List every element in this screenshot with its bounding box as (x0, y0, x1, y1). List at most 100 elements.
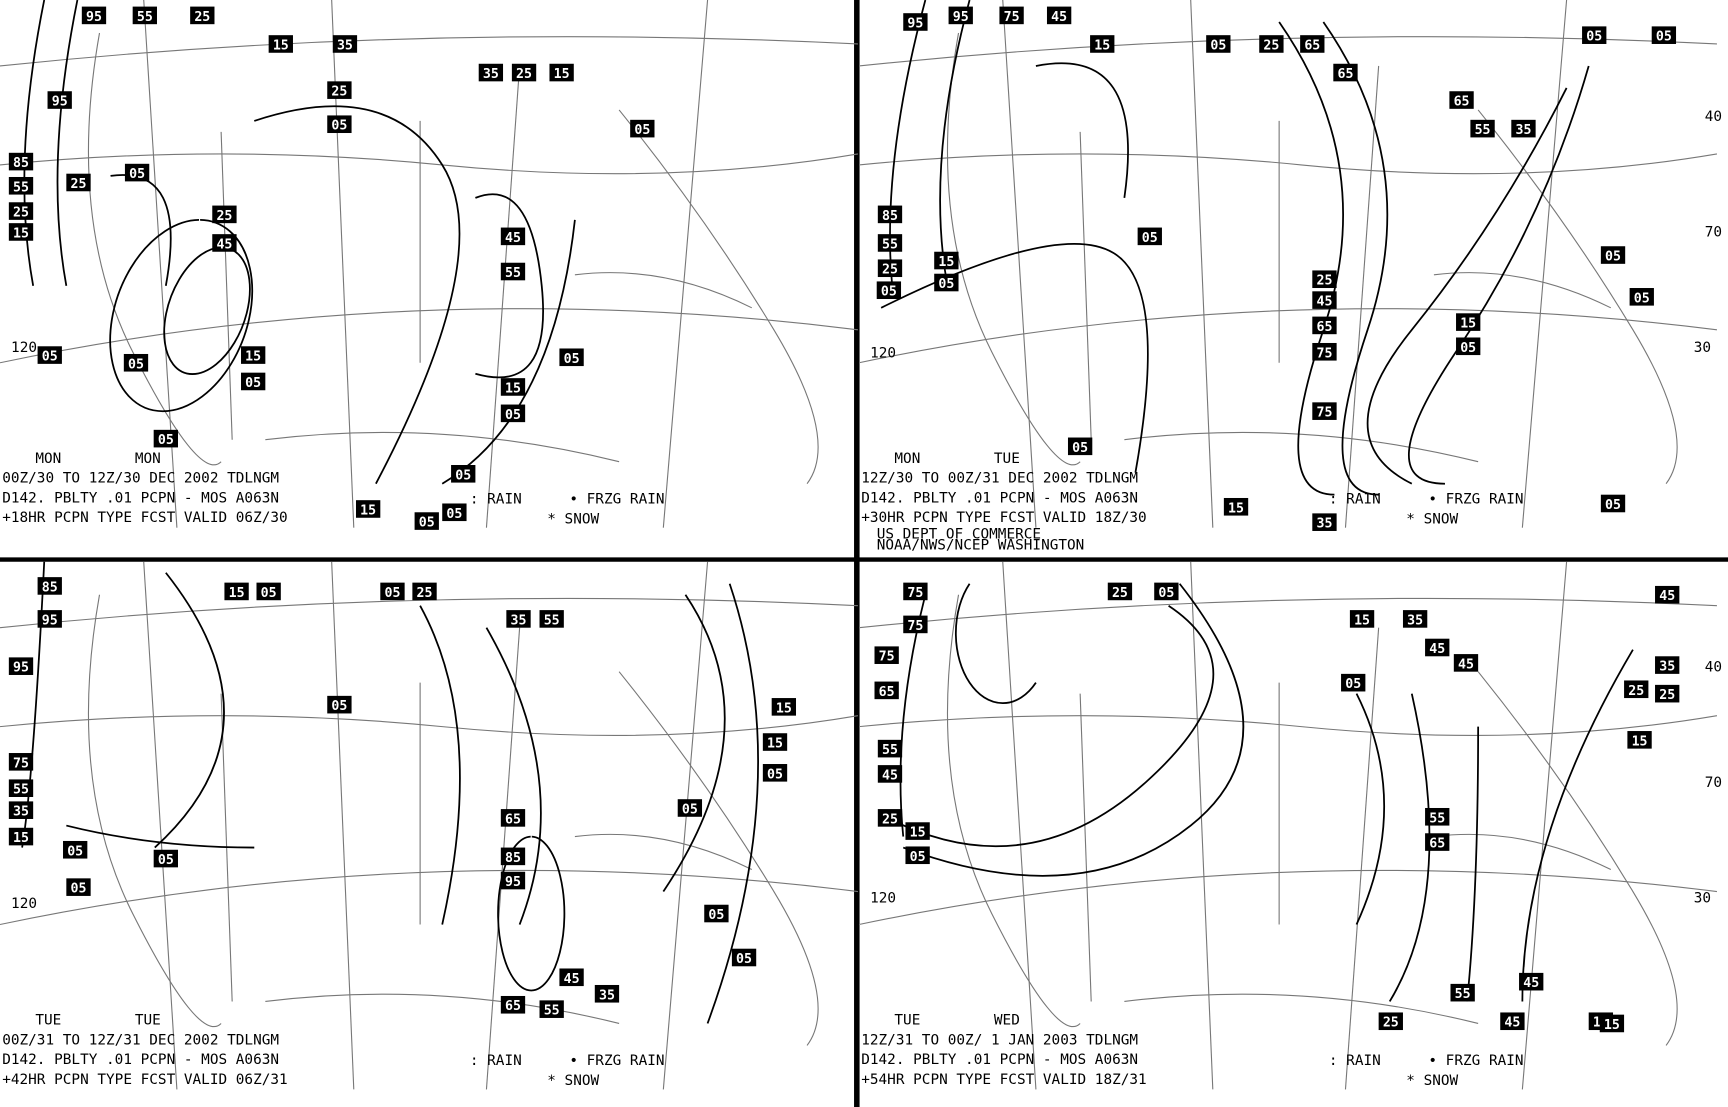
contour-label: 75 (8, 753, 34, 771)
legend-rain: : RAIN (470, 1053, 522, 1069)
contour (1278, 21, 1344, 496)
contour-label: 05 (762, 764, 788, 782)
boundary-line (143, 561, 178, 1090)
contour-label: 95 (81, 6, 107, 25)
label-text: 45 (1316, 295, 1332, 310)
contour-label: 05 (1341, 673, 1366, 692)
contour-label: 25 (1378, 1012, 1403, 1031)
label-box (256, 582, 281, 601)
boundary-line (265, 993, 620, 1024)
label-box (877, 234, 903, 252)
legend-rain: : RAIN (470, 492, 522, 508)
legend-rain: : RAIN (1329, 492, 1381, 508)
contour-label: 35 (332, 35, 358, 53)
label-text: 05 (71, 882, 87, 897)
boundary-line (1477, 109, 1678, 485)
contour-label: 65 (500, 995, 526, 1014)
contour-label: 15 (549, 63, 574, 82)
agency: US DEPT OF COMMERCE (877, 527, 1041, 543)
boundary-line (1344, 627, 1380, 1090)
label-text: 25 (1659, 688, 1675, 703)
label-box (1655, 684, 1680, 703)
contour-label: 05 (123, 353, 149, 372)
contour-label: 15 (1456, 313, 1481, 332)
boundary-line (0, 308, 858, 364)
legend-snow: * SNOW (1406, 1073, 1458, 1089)
contour-label: 75 (999, 6, 1024, 25)
grid-label: 70 (1705, 224, 1722, 240)
label-box (1154, 582, 1179, 601)
label-text: 05 (331, 699, 347, 714)
contour-label: 05 (1600, 494, 1626, 513)
contour (1388, 693, 1431, 1002)
legend-frzg: • FRZG RAIN (1428, 492, 1523, 508)
label-box (1456, 337, 1481, 356)
label-text: 05 (1605, 498, 1621, 513)
label-text: 15 (938, 255, 954, 270)
boundary-line (1521, 561, 1568, 1090)
boundary-line (618, 671, 819, 1046)
label-box (355, 500, 381, 518)
header-line: D142. PBLTY .01 PCPN - MOS A063N (2, 490, 279, 506)
label-text: 95 (505, 875, 521, 890)
contour-label: 05 (380, 582, 405, 601)
contour (1366, 87, 1568, 485)
label-text: 55 (544, 1004, 560, 1019)
contour-label: 05 (905, 846, 930, 865)
boundary-line (1002, 0, 1037, 528)
label-box (500, 262, 526, 281)
label-text: 75 (907, 586, 923, 601)
label-box (212, 205, 237, 224)
contour-label: 05 (1600, 246, 1626, 265)
contour-label: 05 (153, 429, 178, 448)
label-box (559, 968, 584, 987)
label-box (8, 827, 34, 846)
label-box (771, 698, 797, 716)
boundary-line (331, 561, 355, 1090)
label-text: 65 (1454, 95, 1470, 110)
label-text: 45 (1504, 1016, 1520, 1031)
contour-label: 35 (1655, 656, 1680, 675)
day-label: MON (35, 451, 61, 467)
contour-label: 05 (66, 878, 91, 897)
contour (109, 218, 254, 412)
header-line: 00Z/31 TO 12Z/31 DEC 2002 TDLNGM (2, 1032, 279, 1048)
contour-label: 85 (37, 577, 62, 595)
label-text: 35 (483, 67, 499, 82)
label-text: 05 (938, 277, 954, 292)
contour-label: 15 (905, 822, 930, 841)
contour-label: 55 (539, 1000, 564, 1019)
label-text: 05 (564, 352, 580, 367)
label-text: 45 (1458, 657, 1474, 672)
label-box (123, 353, 149, 372)
label-text: 05 (1460, 341, 1476, 356)
label-text: 25 (1112, 586, 1128, 601)
day-label: MON (894, 451, 920, 467)
label-box (500, 227, 526, 246)
contour-label: 05 (1456, 337, 1481, 356)
legend-frzg: • FRZG RAIN (569, 1053, 664, 1069)
contour-label: 15 (1223, 497, 1249, 516)
boundary-line (0, 36, 858, 67)
label-text: 45 (1523, 976, 1539, 991)
label-text: 15 (13, 831, 29, 846)
label-text: 05 (1634, 291, 1650, 306)
label-box (1582, 26, 1607, 44)
contour-label: 25 (66, 173, 91, 192)
contour-label: 15 (268, 35, 293, 53)
label-box (1349, 610, 1375, 628)
contour (662, 594, 726, 893)
label-box (1300, 35, 1325, 53)
contour (880, 604, 1215, 848)
label-box (500, 404, 526, 423)
boundary-line (574, 833, 753, 871)
label-text: 45 (882, 768, 898, 783)
label-box (877, 259, 903, 278)
label-box (380, 582, 405, 601)
contour-label: 25 (1624, 680, 1649, 699)
contour-label: 05 (1137, 227, 1162, 246)
label-text: 65 (1304, 39, 1320, 54)
label-text: 05 (419, 516, 435, 531)
contour-label: 55 (1450, 983, 1475, 1002)
boundary-line (858, 308, 1718, 364)
